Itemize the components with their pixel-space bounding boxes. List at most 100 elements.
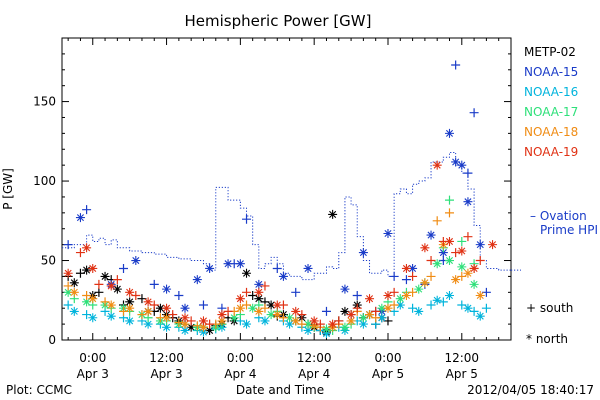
south-point (119, 263, 129, 273)
north-point (235, 259, 245, 269)
north-point (340, 284, 350, 294)
legend-entry: NOAA-17 (524, 105, 578, 119)
south-point (82, 310, 92, 320)
north-point (217, 316, 227, 326)
south-point (192, 321, 202, 331)
north-point (414, 284, 424, 294)
plot-timestamp: 2012/04/05 18:40:17 (467, 383, 594, 397)
south-point (475, 256, 485, 266)
north-point (217, 310, 227, 320)
north-point (328, 209, 338, 219)
x-axis: 0:00 Apr 3 12:00 Apr 3 0:00 Apr 4 12:00 Apr 4 0:… (67, 38, 500, 381)
north-point (469, 279, 479, 289)
north-point (100, 271, 110, 281)
north-point (365, 294, 375, 304)
south-point (174, 318, 184, 328)
south-point (457, 300, 467, 310)
south-point (457, 236, 467, 246)
north-point (223, 259, 233, 269)
marker-legend-south: + south (526, 301, 573, 315)
south-point (168, 310, 178, 320)
north-point (358, 319, 368, 329)
north-point (106, 311, 116, 321)
x-tick-date: Apr 5 (446, 367, 478, 381)
north-point (383, 303, 393, 313)
north-point (395, 294, 405, 304)
north-point (408, 263, 418, 273)
north-point (426, 230, 436, 240)
north-point (383, 290, 393, 300)
north-point (451, 157, 461, 167)
north-point (272, 300, 282, 310)
south-point (408, 287, 418, 297)
south-point (94, 279, 104, 289)
north-point (242, 319, 252, 329)
x-tick-time: 0:00 (79, 351, 106, 365)
north-point (88, 313, 98, 323)
south-point (352, 290, 362, 300)
north-point (205, 325, 215, 335)
north-point (475, 290, 485, 300)
north-point (254, 287, 264, 297)
north-point (488, 240, 498, 250)
y-axis-label: P [GW] (1, 168, 15, 210)
north-point (401, 290, 411, 300)
south-point (63, 300, 73, 310)
north-point (285, 313, 295, 323)
north-point (260, 316, 270, 326)
north-point (401, 263, 411, 273)
south-point (75, 268, 85, 278)
south-point (75, 248, 85, 258)
north-point (205, 263, 215, 273)
south-point (481, 287, 491, 297)
north-point (451, 275, 461, 285)
south-point (315, 319, 325, 329)
north-point (432, 259, 442, 269)
south-point (242, 214, 252, 224)
south-point (137, 294, 147, 304)
south-point (100, 297, 110, 307)
north-point (475, 311, 485, 321)
north-point (254, 279, 264, 289)
marker-legend-north: * north (526, 332, 568, 346)
north-point (235, 303, 245, 313)
north-point (463, 268, 473, 278)
north-point (303, 319, 313, 329)
south-point (321, 306, 331, 316)
south-point (426, 256, 436, 266)
south-point (205, 319, 215, 329)
x-tick-time: 12:00 (297, 351, 332, 365)
south-point (469, 108, 479, 118)
y-tick-label: 150 (33, 95, 56, 109)
south-point (149, 279, 159, 289)
north-point (125, 287, 135, 297)
legend-ovation-line2: Prime HPI (540, 223, 598, 237)
south-point (426, 271, 436, 281)
south-point (389, 300, 399, 310)
north-point (438, 248, 448, 258)
north-point (309, 316, 319, 326)
north-point (457, 262, 467, 272)
south-point (469, 306, 479, 316)
x-tick-time: 0:00 (375, 351, 402, 365)
series-noaa-15 (63, 60, 491, 316)
north-point (242, 268, 252, 278)
x-tick-date: Apr 3 (77, 367, 109, 381)
north-point (358, 313, 368, 323)
north-point (180, 319, 190, 329)
chart-title: Hemispheric Power [GW] (185, 12, 372, 30)
legend-entry: NOAA-18 (524, 125, 578, 139)
north-point (475, 240, 485, 250)
x-axis-label: Date and Time (236, 383, 324, 397)
south-point (371, 306, 381, 316)
north-point (69, 278, 79, 288)
south-point (119, 306, 129, 316)
south-point (174, 290, 184, 300)
north-point (125, 303, 135, 313)
south-point (444, 208, 454, 218)
north-point (291, 316, 301, 326)
north-point (162, 303, 172, 313)
y-axis: 0 50 100 150 (33, 37, 511, 347)
legend-entry: NOAA-15 (524, 65, 578, 79)
south-point (137, 310, 147, 320)
